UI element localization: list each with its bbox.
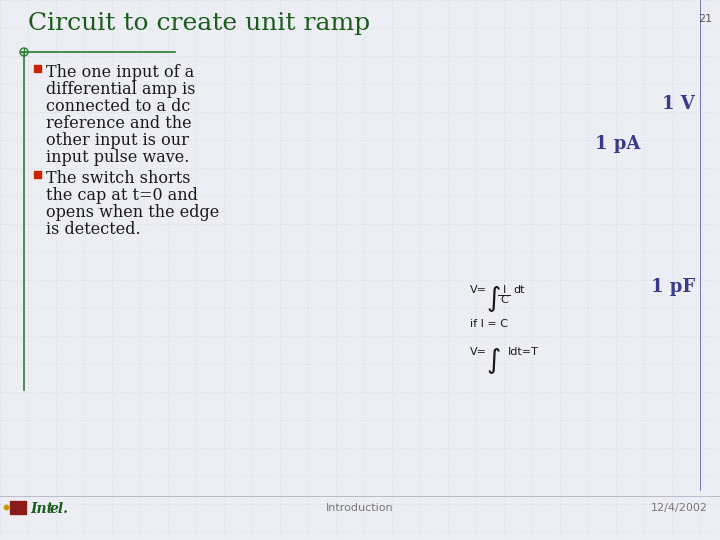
Text: 21: 21 [698, 14, 712, 24]
Text: 1 pF: 1 pF [651, 278, 695, 296]
Text: is detected.: is detected. [46, 221, 140, 238]
Text: The switch shorts: The switch shorts [46, 170, 191, 187]
Text: differential amp is: differential amp is [46, 81, 196, 98]
Text: input pulse wave.: input pulse wave. [46, 149, 189, 166]
Text: Introduction: Introduction [326, 503, 394, 513]
Text: I: I [503, 285, 505, 295]
Text: el.: el. [50, 502, 69, 516]
Text: dt: dt [513, 285, 524, 295]
Text: Circuit to create unit ramp: Circuit to create unit ramp [28, 12, 370, 35]
Text: connected to a dc: connected to a dc [46, 98, 190, 115]
Text: 12/4/2002: 12/4/2002 [651, 503, 708, 513]
Text: opens when the edge: opens when the edge [46, 204, 220, 221]
Text: $\int$: $\int$ [486, 346, 500, 376]
Text: The one input of a: The one input of a [46, 64, 194, 81]
Text: Idt=T: Idt=T [508, 347, 539, 357]
Bar [34, 171, 41, 178]
Bar [34, 65, 41, 72]
Text: Int: Int [30, 502, 53, 516]
Bar [10, 501, 26, 514]
Text: the cap at t=0 and: the cap at t=0 and [46, 187, 198, 204]
Text: if I = C: if I = C [470, 319, 508, 329]
Text: other input is our: other input is our [46, 132, 189, 149]
Text: 1 pA: 1 pA [595, 135, 640, 153]
Text: C: C [500, 295, 508, 305]
Text: reference and the: reference and the [46, 115, 192, 132]
Text: V=: V= [470, 347, 487, 357]
Text: $\int$: $\int$ [486, 284, 500, 314]
Text: V=: V= [470, 285, 487, 295]
Text: 1 V: 1 V [662, 95, 695, 113]
